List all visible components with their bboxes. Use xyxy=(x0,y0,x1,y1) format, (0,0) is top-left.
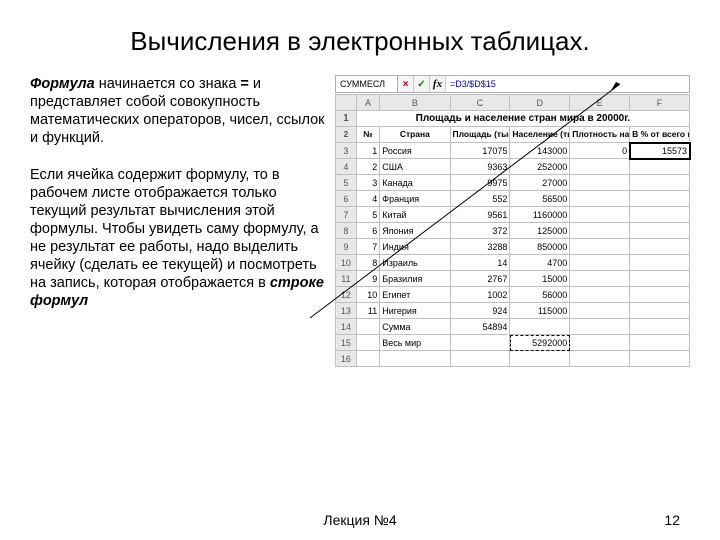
formula-bar: СУММЕСЛ × ✓ fx =D3/$D$15 xyxy=(335,75,690,93)
para2: Если ячейка содержит формулу, то в рабоч… xyxy=(30,167,319,292)
empty-row[interactable]: 16 xyxy=(336,351,690,367)
table-row[interactable]: 119Бразилия276715000 xyxy=(336,271,690,287)
col-D[interactable]: D xyxy=(510,95,570,111)
formula-input[interactable]: =D3/$D$15 xyxy=(446,76,689,92)
spreadsheet-grid[interactable]: A B C D E F 1 Площадь и население стран … xyxy=(335,94,690,367)
table-row[interactable]: 53Канада997527000 xyxy=(336,175,690,191)
table-row[interactable]: 64Франция55256500 xyxy=(336,191,690,207)
col-B[interactable]: B xyxy=(380,95,450,111)
spreadsheet-screenshot: СУММЕСЛ × ✓ fx =D3/$D$15 A B C D E xyxy=(335,75,690,367)
table-row[interactable]: 108Израиль144700 xyxy=(336,255,690,271)
body-text: Формула начинается со знака = и представ… xyxy=(30,75,325,367)
col-C[interactable]: C xyxy=(450,95,510,111)
lead-word: Формула xyxy=(30,76,95,92)
cancel-icon[interactable]: × xyxy=(398,76,414,92)
footer-text: Лекция №4 xyxy=(0,512,720,528)
col-A[interactable]: A xyxy=(356,95,379,111)
col-F[interactable]: F xyxy=(630,95,690,111)
table-row[interactable]: 75Китай95611160000 xyxy=(336,207,690,223)
sheet-title-row: 1 Площадь и население стран мира в 20000… xyxy=(336,111,690,127)
table-row[interactable]: 86Япония372125000 xyxy=(336,223,690,239)
table-row[interactable]: 1311Нигерия924115000 xyxy=(336,303,690,319)
sheet-title[interactable]: Площадь и население стран мира в 20000г. xyxy=(356,111,689,127)
col-header-row: A B C D E F xyxy=(336,95,690,111)
page-number: 12 xyxy=(664,512,680,528)
selected-cell: 15573 xyxy=(630,143,690,159)
sum-row[interactable]: 14Сумма54894 xyxy=(336,319,690,335)
table-row[interactable]: 97Индия3288850000 xyxy=(336,239,690,255)
table-row[interactable]: 31Россия17075143000015573 xyxy=(336,143,690,159)
world-row[interactable]: 15Весь мир5292000 xyxy=(336,335,690,351)
enter-icon[interactable]: ✓ xyxy=(414,76,430,92)
name-box[interactable]: СУММЕСЛ xyxy=(336,76,398,92)
col-E[interactable]: E xyxy=(570,95,630,111)
table-header-row: 2 № Страна Площадь (тыс. км²) Население … xyxy=(336,127,690,143)
slide-title: Вычисления в электронных таблицах. xyxy=(30,26,690,57)
marquee-cell: 5292000 xyxy=(510,335,570,351)
table-row[interactable]: 1210Египет100256000 xyxy=(336,287,690,303)
fx-icon[interactable]: fx xyxy=(430,76,446,92)
table-row[interactable]: 42США9363252000 xyxy=(336,159,690,175)
